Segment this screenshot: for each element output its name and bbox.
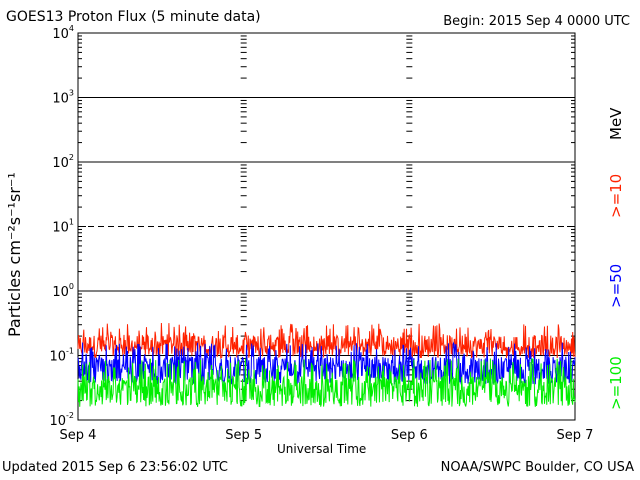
legend-10mev: >=10 [607, 173, 625, 218]
x-tick-label: Sep 4 [60, 428, 97, 443]
legend-100mev: >=100 [607, 356, 625, 410]
y-tick-label: 104 [52, 24, 74, 42]
begin-time: Begin: 2015 Sep 4 0000 UTC [443, 14, 630, 29]
x-tick-label: Sep 5 [225, 428, 262, 443]
x-axis-label: Universal Time [277, 442, 367, 456]
y-tick-label: 102 [52, 153, 74, 171]
x-tick-label: Sep 7 [557, 428, 594, 443]
y-tick-label: 101 [52, 218, 74, 236]
legend-50mev: >=50 [607, 263, 625, 308]
series-2-line [77, 358, 576, 408]
series-0-line [77, 322, 576, 359]
y-tick-label: 100 [52, 282, 74, 300]
updated-timestamp: Updated 2015 Sep 6 23:56:02 UTC [2, 460, 229, 475]
units-label: MeV [607, 107, 625, 140]
chart-title: GOES13 Proton Flux (5 minute data) [6, 9, 261, 25]
y-axis-label: Particles cm⁻²s⁻¹sr⁻¹ [5, 172, 24, 337]
x-tick-label: Sep 6 [391, 428, 428, 443]
y-tick-label: 10-2 [49, 411, 74, 429]
credit: NOAA/SWPC Boulder, CO USA [440, 460, 634, 475]
y-tick-label: 10-1 [49, 347, 74, 365]
y-tick-label: 103 [52, 89, 74, 107]
